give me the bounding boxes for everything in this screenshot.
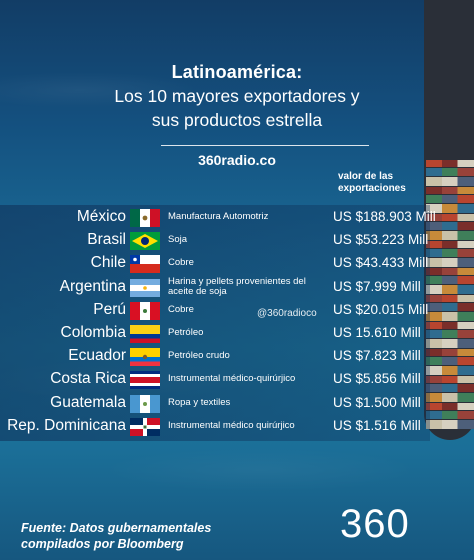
ecuador-flag: [130, 348, 160, 367]
shipping-container: [426, 384, 474, 392]
export-value: US $7.823 Mill: [333, 348, 421, 364]
country-name: Ecuador: [68, 347, 126, 365]
shipping-container: [426, 330, 474, 338]
shipping-container: [426, 285, 474, 294]
peru-flag: [130, 301, 160, 320]
shipping-container: [426, 411, 474, 419]
shipping-container: [426, 214, 474, 221]
argentina-flag: [130, 278, 160, 297]
product-name: Petróleo crudo: [168, 350, 230, 362]
shipping-container: [426, 295, 474, 302]
country-name: Chile: [90, 254, 126, 272]
value-column-header-line-2: exportaciones: [338, 182, 406, 194]
site-name: 360radio.co: [198, 152, 276, 168]
shipping-container: [426, 168, 474, 176]
product-name: Cobre: [168, 303, 194, 315]
table-row: México Manufactura Automotriz US $188.903 …: [0, 206, 474, 228]
costa-rica-flag: [130, 371, 160, 390]
table-row: Chile Cobre US $43.433 Mill: [0, 252, 474, 274]
table-background: [0, 205, 430, 441]
export-value: US $53.223 Mill: [333, 232, 429, 248]
brand-logo: 360: [340, 502, 410, 546]
table-row: Perú Cobre US $20.015 Mill: [0, 299, 474, 321]
brazil-flag: [130, 232, 160, 251]
country-name: Brasil: [87, 231, 126, 249]
export-value: US $7.999 Mill: [333, 278, 421, 294]
shipping-container: [426, 222, 474, 230]
mexico-flag: [130, 209, 160, 227]
shipping-container: [426, 241, 474, 248]
shipping-container: [426, 231, 474, 240]
shipping-container: [426, 160, 474, 167]
export-value: US $188.903 Mill: [333, 209, 436, 224]
country-name: Costa Rica: [50, 370, 126, 388]
export-value: US 15.610 Mill: [333, 325, 421, 340]
shipping-container: [426, 312, 474, 321]
country-name: Perú: [93, 300, 126, 318]
shipping-container: [426, 322, 474, 329]
source-note: Fuente: Datos gubernamentales compilados…: [21, 520, 211, 552]
product-name: Instrumental médico-quirúrjico: [168, 373, 296, 385]
shipping-container: [426, 268, 474, 275]
country-name: Argentina: [59, 277, 126, 295]
product-name: Manufactura Automotriz: [168, 211, 269, 222]
shipping-container: [426, 195, 474, 203]
shipping-container: [426, 258, 474, 267]
table-row: Argentina Harina y pellets provenientes d…: [0, 276, 474, 298]
chile-flag: [130, 255, 160, 274]
dominican-republic-flag: [130, 417, 160, 436]
country-name: México: [76, 208, 126, 225]
shipping-container: [426, 177, 474, 186]
table-row: Brasil Soja US $53.223 Mill: [0, 229, 474, 251]
export-value: US $1.500 Mill: [333, 394, 421, 410]
title-block: Latinoamérica: Los 10 mayores exportador…: [0, 62, 474, 131]
shipping-container: [426, 204, 474, 213]
product-name: Harina y pellets provenientes del aceite…: [168, 275, 306, 297]
export-value: US $20.015 Mill: [333, 301, 429, 317]
table-row: Colombia Petróleo US 15.610 Mill: [0, 322, 474, 344]
colombia-flag: [130, 325, 160, 343]
shipping-container: [426, 187, 474, 194]
shipping-container: [426, 249, 474, 257]
shipping-container: [426, 393, 474, 402]
country-name: Guatemala: [50, 393, 126, 411]
watermark-handle: @360radioco: [257, 308, 317, 319]
source-line-2: compilados por Bloomberg: [21, 537, 184, 551]
table-row: Costa Rica Instrumental médico-quirúrjico…: [0, 368, 474, 390]
table-row: Rep. Dominicana Instrumental médico quirú…: [0, 415, 474, 437]
shipping-container: [426, 403, 474, 410]
table-row: Ecuador Petróleo crudo US $7.823 Mill: [0, 345, 474, 367]
page-title: Latinoamérica:: [171, 62, 303, 82]
shipping-container: [426, 376, 474, 383]
table-row: Guatemala Ropa y textiles US $1.500 Mill: [0, 392, 474, 414]
title-divider: [161, 145, 369, 146]
container-ship-image: [410, 0, 474, 445]
value-column-header-line-1: valor de las: [338, 171, 394, 182]
shipping-container: [426, 357, 474, 365]
shipping-container: [426, 349, 474, 356]
product-name: Petróleo: [168, 327, 204, 338]
value-column-header: valor de las exportaciones: [338, 171, 418, 194]
product-name: Instrumental médico quirúrjico: [168, 419, 295, 431]
export-value: US $1.516 Mill: [333, 417, 421, 433]
product-name: Soja: [168, 234, 188, 246]
country-name: Colombia: [60, 324, 126, 341]
shipping-container: [426, 303, 474, 311]
export-value: US $43.433 Mill: [333, 255, 429, 271]
page-subtitle-line-2: sus productos estrella: [151, 110, 323, 130]
product-name: Ropa y textiles: [168, 396, 231, 408]
export-value: US $5.856 Mill: [333, 371, 421, 387]
country-name: Rep. Dominicana: [7, 416, 126, 434]
shipping-container: [426, 276, 474, 284]
page-subtitle-line-1: Los 10 mayores exportadores y: [114, 86, 360, 106]
shipping-container: [426, 420, 474, 429]
product-name: Cobre: [168, 257, 194, 269]
shipping-container: [426, 366, 474, 375]
shipping-container: [426, 339, 474, 348]
source-line-1: Fuente: Datos gubernamentales: [21, 521, 212, 535]
guatemala-flag: [130, 394, 160, 413]
